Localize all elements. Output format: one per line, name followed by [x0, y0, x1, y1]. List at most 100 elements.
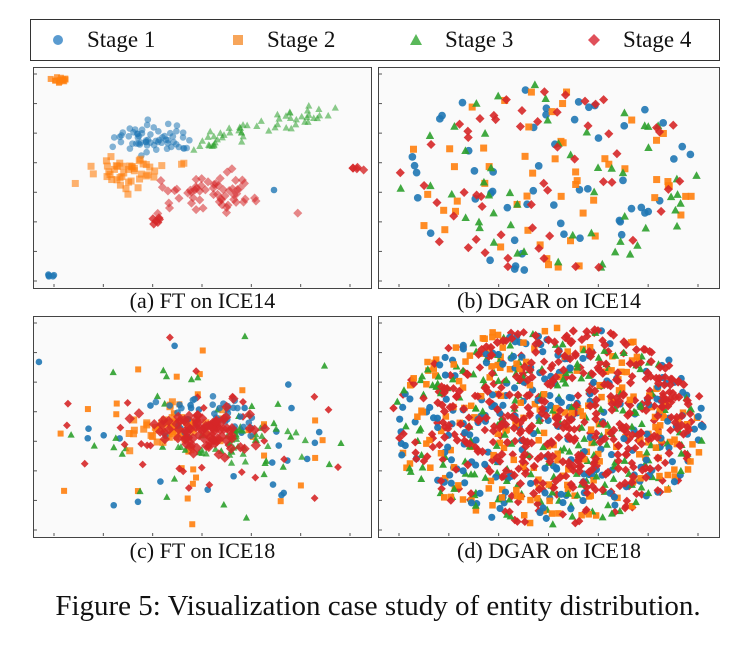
stage-4-point — [477, 201, 487, 212]
stage-4-point — [348, 163, 358, 173]
stage-3-point — [211, 445, 220, 452]
stage-3-point — [607, 509, 616, 517]
stage-3-point — [677, 449, 686, 457]
stage-1-point — [179, 129, 187, 136]
stage-1-point — [557, 490, 565, 498]
stage-1-point — [164, 120, 172, 128]
stage-4-point — [663, 184, 673, 194]
stage-3-point — [262, 457, 270, 464]
stage-2-point — [628, 116, 636, 124]
stage-3-point — [271, 123, 279, 131]
stage-1-point — [144, 116, 152, 123]
stage-3-point — [611, 351, 620, 359]
scatter-plot — [379, 322, 707, 536]
stage-4-point — [149, 419, 160, 430]
stage-4-point — [571, 400, 581, 410]
stage-3-point — [331, 104, 339, 111]
stage-1-point — [442, 395, 450, 403]
stage-2-point — [481, 335, 488, 343]
stage-1-point — [110, 134, 118, 141]
stage-4-point — [184, 484, 193, 492]
stage-2-point — [545, 481, 552, 488]
stage-3-point — [471, 501, 480, 509]
stage-3-point — [292, 428, 300, 436]
stage-1-point — [173, 127, 180, 135]
stage-4-point — [149, 219, 159, 229]
stage-3-point — [67, 431, 75, 438]
stage-2-point — [239, 387, 246, 394]
stage-3-point — [239, 450, 247, 457]
stage-4-point — [395, 433, 404, 443]
stage-2-point — [689, 441, 696, 448]
stage-2-point — [446, 145, 454, 153]
stage-3-point — [208, 142, 216, 149]
stage-2-point — [147, 431, 155, 439]
stage-4-point — [653, 463, 663, 473]
stage-4-point — [480, 425, 490, 435]
stage-2-point — [519, 463, 527, 471]
stage-1-point — [509, 352, 518, 361]
stage-4-point — [449, 211, 459, 221]
stage-4-point — [486, 350, 496, 360]
stage-1-point — [499, 360, 507, 368]
stage-3-point — [502, 476, 511, 484]
stage-3-point — [676, 466, 685, 474]
stage-1-point — [488, 513, 496, 521]
stage-3-point — [697, 436, 706, 444]
stage-3-point — [109, 368, 117, 376]
stage-4-point — [497, 449, 507, 459]
stage-3-point — [553, 381, 562, 389]
stage-2-point — [579, 209, 587, 217]
stage-3-point — [284, 427, 292, 435]
stage-4-point — [219, 452, 231, 463]
stage-4-point — [649, 416, 659, 425]
stage-4-point — [522, 437, 532, 447]
stage-2-point — [277, 498, 284, 505]
stage-3-point — [301, 436, 309, 444]
stage-4-point — [473, 392, 482, 401]
stage-4-point — [658, 402, 668, 412]
stage-2-point — [677, 211, 685, 219]
stage-1-point — [542, 104, 551, 113]
stage-2-point — [551, 155, 559, 163]
stage-2-point — [103, 162, 111, 170]
stage-3-point — [163, 493, 171, 500]
stage-2-point — [153, 438, 161, 446]
stage-4-point — [533, 499, 542, 509]
stage-2-point — [521, 152, 529, 160]
stage-2-point — [605, 160, 613, 168]
stage-1-point — [125, 133, 133, 140]
stage-2-point — [529, 169, 537, 177]
stage-4-point — [641, 463, 651, 473]
stage-1-point — [288, 404, 295, 412]
stage-4-point — [503, 411, 513, 421]
stage-4-point — [120, 440, 129, 449]
stage-2-point — [621, 165, 629, 173]
stage-2-point — [116, 181, 124, 189]
stage-2-point — [573, 367, 581, 374]
stage-4-point — [503, 253, 513, 263]
stage-1-point — [583, 184, 592, 193]
stage-4-point — [174, 193, 184, 203]
stage-4-point — [674, 392, 684, 402]
stage-4-point — [451, 392, 462, 402]
stage-3-point — [633, 241, 642, 249]
stage-4-point — [599, 95, 609, 105]
stage-1-point — [607, 451, 616, 459]
stage-2-square-marker — [233, 35, 243, 45]
stage-3-point — [112, 434, 120, 441]
stage-1-point — [486, 256, 494, 265]
stage-4-point — [237, 175, 247, 185]
stage-4-point — [523, 403, 533, 413]
stage-4-point — [239, 178, 249, 188]
stage-2-point — [498, 486, 506, 493]
stage-2-point — [426, 436, 433, 444]
stage-2-point — [189, 521, 196, 528]
stage-3-point — [620, 211, 629, 220]
stage-1-point — [269, 481, 277, 488]
stage-4-point — [220, 411, 232, 423]
stage-3-point — [159, 443, 167, 450]
stage-2-point — [535, 437, 542, 444]
stage-3-point — [474, 217, 484, 226]
stage-4-point — [538, 479, 548, 488]
